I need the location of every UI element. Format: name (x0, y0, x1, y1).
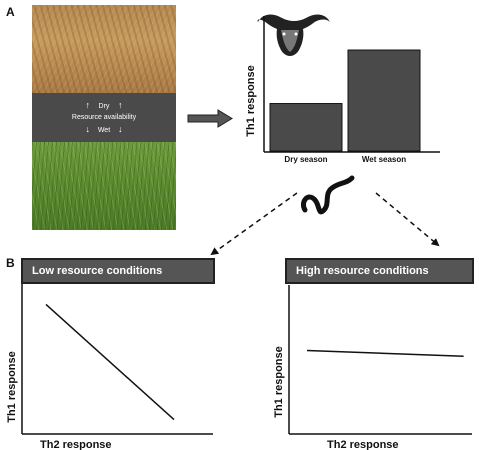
down-arrow-icon: ↓ (117, 124, 123, 134)
buffalo-head-icon (257, 14, 330, 56)
low-resource-header: Low resource conditions (21, 258, 215, 284)
grassland-photo: ↑ Dry ↑ Resource availability ↓ Wet ↓ (32, 5, 176, 230)
high-resource-header: High resource conditions (285, 258, 474, 284)
bar-dry-season (269, 103, 343, 152)
parasite-worm-icon (300, 175, 355, 215)
panel-a-letter: A (6, 5, 15, 19)
dashed-arrow-right (375, 192, 440, 247)
wet-grass-image (32, 142, 176, 230)
up-arrow-icon: ↑ (85, 100, 91, 110)
down-arrow-icon: ↓ (85, 124, 91, 134)
band-wet-label: Wet (97, 127, 111, 134)
high-chart-axes (288, 285, 472, 435)
bar-category-label: Dry season (284, 155, 328, 164)
panel-b-letter: B (6, 256, 15, 270)
low-chart-axes (21, 283, 213, 435)
band-dry-row: ↑ Dry ↑ (32, 101, 176, 111)
high-resource-trend-line (306, 349, 464, 357)
high-chart-xlabel: Th2 response (327, 439, 399, 450)
band-resource-label: Resource availability (71, 114, 137, 121)
low-resource-trend-line (45, 303, 175, 421)
resource-availability-band: ↑ Dry ↑ Resource availability ↓ Wet ↓ (32, 93, 176, 142)
high-chart-ylabel: Th1 response (273, 346, 285, 418)
right-arrow-icon (187, 109, 233, 128)
bar-chart-axes (263, 16, 440, 153)
up-arrow-icon: ↑ (117, 100, 123, 110)
dry-grass-image (32, 5, 176, 93)
bar-category-label: Wet season (361, 155, 407, 164)
low-chart-ylabel: Th1 response (6, 351, 18, 423)
bar-wet-season (347, 49, 421, 152)
low-chart-xlabel: Th2 response (40, 439, 112, 450)
band-dry-label: Dry (98, 103, 110, 110)
bar-chart-ylabel: Th1 response (245, 65, 257, 137)
high-resource-title: High resource conditions (296, 265, 429, 277)
bar-chart-bars (269, 49, 421, 152)
low-resource-title: Low resource conditions (32, 265, 163, 277)
band-wet-row: ↓ Wet ↓ (32, 125, 176, 135)
dashed-arrow-left (210, 192, 298, 256)
